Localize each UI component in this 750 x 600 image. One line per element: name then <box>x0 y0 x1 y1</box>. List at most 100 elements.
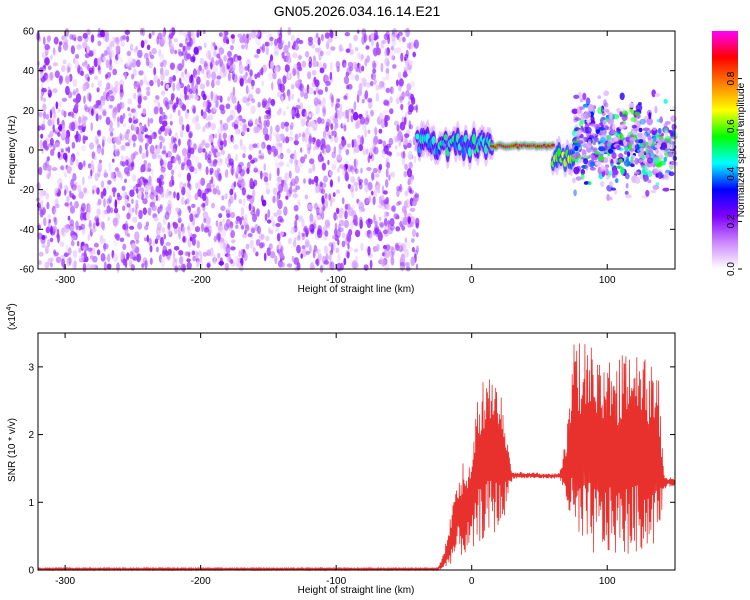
heatmap-cell <box>623 150 628 155</box>
heatmap-cell <box>154 238 159 245</box>
heatmap-cell <box>99 29 105 38</box>
heatmap-cell <box>59 241 65 247</box>
heatmap-cell <box>650 189 657 194</box>
heatmap-cell <box>119 114 124 124</box>
heatmap-cell <box>298 132 302 138</box>
heatmap-cell <box>311 179 315 185</box>
heatmap-cell <box>284 121 290 127</box>
heatmap-cell <box>216 53 221 59</box>
heatmap-cell <box>58 125 63 131</box>
heatmap-cell <box>233 144 239 150</box>
heatmap-cell <box>172 75 177 82</box>
heatmap-cell <box>353 166 358 172</box>
heatmap-cell <box>180 71 185 79</box>
heatmap-cell <box>42 103 47 112</box>
heatmap-cell <box>393 120 399 126</box>
heatmap-cell <box>226 117 230 123</box>
heatmap-cell <box>97 79 103 88</box>
heatmap-cell <box>205 166 209 176</box>
heatmap-cell <box>112 158 115 163</box>
heatmap-cell <box>612 169 619 176</box>
heatmap-cell <box>317 37 321 46</box>
heatmap-cell <box>343 109 349 120</box>
heatmap-cell <box>266 144 272 151</box>
heatmap-cell <box>126 252 130 259</box>
heatmap-cell <box>659 116 663 124</box>
heatmap-cell <box>41 234 46 240</box>
heatmap-cell <box>165 83 170 89</box>
heatmap-cell <box>398 78 404 87</box>
heatmap-cell <box>52 123 55 133</box>
heatmap-cell <box>179 129 184 138</box>
heatmap-cell <box>102 110 107 116</box>
heatmap-cell <box>226 213 231 218</box>
heatmap-cell <box>607 148 614 154</box>
heatmap-cell <box>335 215 339 220</box>
heatmap-cell <box>46 37 51 44</box>
heatmap-cell <box>47 119 53 127</box>
heatmap-cell <box>181 147 188 157</box>
heatmap-cell <box>148 175 152 185</box>
heatmap-cell <box>348 42 352 50</box>
heatmap-cell <box>53 36 59 45</box>
y-tick-label: 1 <box>28 498 34 509</box>
heatmap-cell <box>97 162 103 173</box>
heatmap-cell <box>309 224 315 233</box>
heatmap-cell <box>378 204 382 209</box>
heatmap-cell <box>586 119 592 123</box>
heatmap-cell <box>409 124 414 130</box>
heatmap-cell <box>172 82 176 92</box>
heatmap-cell <box>663 156 667 163</box>
heatmap-cell <box>134 246 140 254</box>
heatmap-cell <box>205 107 211 113</box>
heatmap-cell <box>229 109 236 119</box>
heatmap-cell <box>332 235 336 240</box>
heatmap-cell <box>654 105 658 114</box>
heatmap-cell <box>146 234 149 243</box>
heatmap-cell <box>407 150 413 161</box>
heatmap-cell <box>238 161 244 167</box>
heatmap-cell <box>77 133 81 143</box>
heatmap-cell <box>231 70 235 81</box>
heatmap-cell <box>75 135 79 143</box>
heatmap-cell <box>171 169 175 176</box>
heatmap-cell <box>396 33 400 41</box>
heatmap-cell <box>258 155 265 160</box>
heatmap-cell <box>87 76 90 82</box>
heatmap-cell <box>265 119 270 128</box>
heatmap-cell <box>248 118 254 124</box>
heatmap-cell <box>286 263 293 268</box>
heatmap-cell <box>263 163 267 171</box>
heatmap-cell <box>367 218 371 223</box>
heatmap-cell <box>43 111 47 120</box>
heatmap-cell <box>320 118 325 125</box>
heatmap-cell <box>608 181 614 188</box>
heatmap-cell <box>408 42 412 50</box>
heatmap-cell <box>67 215 71 221</box>
heatmap-cell <box>379 112 384 122</box>
heatmap-cell <box>261 141 266 149</box>
heatmap-cell <box>366 230 370 238</box>
heatmap-cell <box>112 241 118 246</box>
heatmap-cell <box>265 41 270 47</box>
heatmap-cell <box>606 135 611 142</box>
heatmap-cell <box>337 110 343 120</box>
heatmap-cell <box>304 154 308 159</box>
heatmap-cell <box>624 190 629 195</box>
heatmap-cell <box>180 263 186 272</box>
heatmap-cell <box>366 167 372 171</box>
heatmap-cell <box>229 188 234 196</box>
heatmap-cell <box>105 116 111 126</box>
heatmap-cell <box>50 256 54 263</box>
heatmap-cell <box>160 180 165 186</box>
heatmap-cell <box>45 245 49 255</box>
heatmap-cell <box>86 28 91 36</box>
heatmap-cell <box>265 46 270 56</box>
heatmap-cell <box>402 150 406 159</box>
heatmap-cell <box>397 31 403 36</box>
heatmap-cell <box>203 72 208 81</box>
heatmap-cell <box>399 121 406 131</box>
heatmap-cell <box>135 187 139 194</box>
heatmap-cell <box>68 91 73 99</box>
heatmap-cell <box>407 185 412 193</box>
